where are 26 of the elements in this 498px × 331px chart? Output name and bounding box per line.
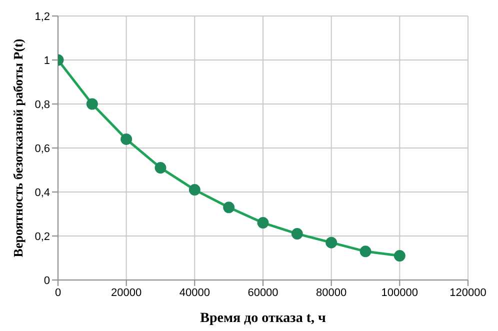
point [188,184,200,196]
y-tick-label: 0 [44,274,50,287]
point [86,98,98,110]
y-tick-label: 0,8 [34,98,50,111]
y-tick-label: 1,2 [34,10,50,23]
y-axis-title: Вероятность безотказной работы P(t) [10,38,26,258]
y-tick-label: 1 [44,54,50,67]
point [257,217,269,229]
x-tick-label: 100000 [381,286,418,299]
point [394,250,406,262]
x-tick-label: 40000 [179,286,210,299]
point [291,228,303,240]
point [326,236,338,248]
point [360,246,372,258]
point [223,202,235,214]
x-tick-label: 0 [54,286,62,299]
x-tick-label: 120000 [450,286,486,299]
x-tick-label: 80000 [316,286,347,299]
x-tick-label: 60000 [248,286,278,299]
x-tick-label: 20000 [111,286,142,299]
x-axis-title: Время до отказа t, ч [200,311,326,326]
y-tick-label: 0,2 [34,230,50,243]
point [120,133,132,145]
y-tick-label: 0,4 [34,186,50,199]
y-tick-label: 0,6 [34,142,50,155]
point [154,162,166,174]
